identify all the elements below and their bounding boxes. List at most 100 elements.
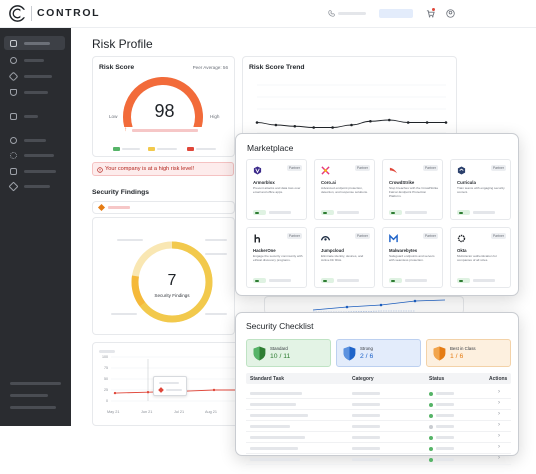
- tier-value: 2 / 6: [360, 353, 374, 360]
- marketplace-card-armorblox[interactable]: Partner Armorblox Prevent attacks and da…: [246, 159, 307, 220]
- history-cat-2: Jul 21: [174, 410, 185, 414]
- checklist-row[interactable]: ›: [246, 422, 511, 432]
- sidebar: [0, 28, 71, 426]
- integration-status-pill: [253, 278, 266, 283]
- sidebar-footer-line[interactable]: [10, 382, 61, 385]
- dollar-icon[interactable]: [10, 137, 17, 144]
- marketplace-card-desc: Engage the security community with ethic…: [253, 254, 303, 263]
- sidebar-item-label[interactable]: [24, 59, 44, 62]
- category-placeholder: [352, 414, 380, 417]
- status-placeholder: [436, 447, 454, 450]
- card-footer-placeholder: [405, 279, 427, 282]
- findings-legend-line: [205, 253, 227, 255]
- integration-status-pill: [321, 278, 334, 283]
- row-action-chevron-icon[interactable]: ›: [498, 400, 500, 406]
- category-placeholder: [352, 425, 380, 428]
- marketplace-card-desc: Advanced endpoint protection, detection,…: [321, 186, 368, 195]
- history-tick-0: 100: [102, 355, 108, 359]
- checklist-row[interactable]: ›: [246, 455, 511, 465]
- status-placeholder: [436, 403, 454, 406]
- findings-donut: [131, 241, 213, 323]
- tooltip-line: [166, 389, 182, 391]
- row-action-chevron-icon[interactable]: ›: [498, 444, 500, 450]
- tier-label: Best in Class: [450, 346, 476, 351]
- sidebar-item-label[interactable]: [24, 91, 48, 94]
- legend-green: [113, 147, 120, 151]
- graduation-cap-icon[interactable]: [8, 181, 19, 192]
- phone-icon[interactable]: [328, 10, 335, 17]
- cart-icon[interactable]: [426, 9, 435, 18]
- plan-pill[interactable]: [379, 9, 413, 18]
- col-standard-task[interactable]: Standard Task: [250, 376, 285, 382]
- findings-count: 7: [167, 272, 177, 289]
- building-icon[interactable]: [10, 168, 17, 175]
- risk-alert: Your company is at a high risk level!: [92, 162, 234, 176]
- sidebar-footer-line[interactable]: [10, 394, 48, 397]
- status-dot: [429, 458, 433, 462]
- sidebar-item-label[interactable]: [24, 170, 56, 173]
- gauge-arrow-icon: ↑: [124, 127, 127, 133]
- checklist-row[interactable]: ›: [246, 400, 511, 410]
- trend-point: [255, 121, 259, 124]
- marketplace-card-name: Jumpcloud: [321, 248, 344, 253]
- checklist-row[interactable]: ›: [246, 389, 511, 399]
- partner-badge: Partner: [354, 165, 370, 171]
- marketplace-card-coro[interactable]: Partner Coro.ai Advanced endpoint protec…: [314, 159, 375, 220]
- legend-label: [157, 148, 177, 150]
- phone-number-placeholder: [338, 12, 366, 15]
- diamond-icon[interactable]: [8, 71, 19, 82]
- row-action-chevron-icon[interactable]: ›: [498, 455, 500, 461]
- row-action-chevron-icon[interactable]: ›: [498, 411, 500, 417]
- sidebar-item-label[interactable]: [24, 185, 50, 188]
- col-actions[interactable]: Actions: [489, 376, 508, 382]
- row-action-chevron-icon[interactable]: ›: [498, 433, 500, 439]
- marketplace-card-jumpcloud[interactable]: Partner Jumpcloud Eliminate identity, de…: [314, 227, 375, 288]
- tier-value: 1 / 6: [450, 353, 464, 360]
- row-action-chevron-icon[interactable]: ›: [498, 389, 500, 395]
- legend-label: [196, 148, 216, 150]
- history-chart-card: 100 75 50 25 0 May 21 Jun 21 Jul 21 Aug …: [92, 342, 242, 426]
- checklist-row[interactable]: ›: [246, 411, 511, 421]
- marketplace-card-malwarebytes[interactable]: Partner Malwarebytes Safeguard endpoints…: [382, 227, 443, 288]
- partner-badge: Partner: [354, 233, 370, 239]
- status-dot: [429, 447, 433, 451]
- marketplace-card-crowdstrike[interactable]: Partner CrowdStrike Stop breaches with t…: [382, 159, 443, 220]
- checklist-row[interactable]: ›: [246, 444, 511, 454]
- status-placeholder: [436, 425, 454, 428]
- col-category[interactable]: Category: [352, 376, 374, 382]
- findings-legend-line: [205, 313, 227, 315]
- tier-standard[interactable]: Standard 10 / 11: [246, 339, 331, 367]
- marketplace-card-hackerone[interactable]: Partner HackerOne Engage the security co…: [246, 227, 307, 288]
- finding-filter-placeholder[interactable]: [108, 206, 130, 209]
- shield-best-icon: [433, 346, 446, 361]
- marketplace-card-desc: Eliminate identity, devices, and Active …: [321, 254, 364, 263]
- legend-label: [122, 148, 140, 150]
- checklist-row[interactable]: ›: [246, 433, 511, 443]
- integration-status-pill: [457, 278, 470, 283]
- user-icon[interactable]: [446, 9, 455, 18]
- history-point: [113, 391, 117, 395]
- row-action-chevron-icon[interactable]: ›: [498, 422, 500, 428]
- risk-score-value: 98: [154, 101, 175, 121]
- marketplace-card-curricula[interactable]: Partner Curricula Train teams with engag…: [450, 159, 511, 220]
- status-dot: [429, 425, 433, 429]
- integration-status-pill: [389, 210, 402, 215]
- sidebar-item-label[interactable]: [24, 154, 54, 157]
- shield-check-icon[interactable]: [10, 57, 17, 64]
- sidebar-item-label[interactable]: [24, 139, 46, 142]
- tier-strong[interactable]: Strong 2 / 6: [336, 339, 421, 367]
- sidebar-footer-line[interactable]: [10, 406, 56, 409]
- col-status[interactable]: Status: [429, 376, 445, 382]
- security-checklist-panel: [235, 312, 519, 456]
- card-footer-placeholder: [269, 211, 291, 214]
- status-placeholder: [436, 436, 454, 439]
- sidebar-item-label[interactable]: [24, 115, 38, 118]
- shield-icon[interactable]: [10, 89, 17, 96]
- marketplace-card-okta[interactable]: Partner Okta Multi-factor authentication…: [450, 227, 511, 288]
- trend-point: [350, 123, 353, 127]
- gear-icon[interactable]: [10, 152, 17, 159]
- sidebar-item-label[interactable]: [24, 75, 52, 78]
- tier-best-in-class[interactable]: Best in Class 1 / 6: [426, 339, 511, 367]
- marketplace-card-name: Coro.ai: [321, 180, 336, 185]
- briefcase-icon[interactable]: [10, 113, 17, 120]
